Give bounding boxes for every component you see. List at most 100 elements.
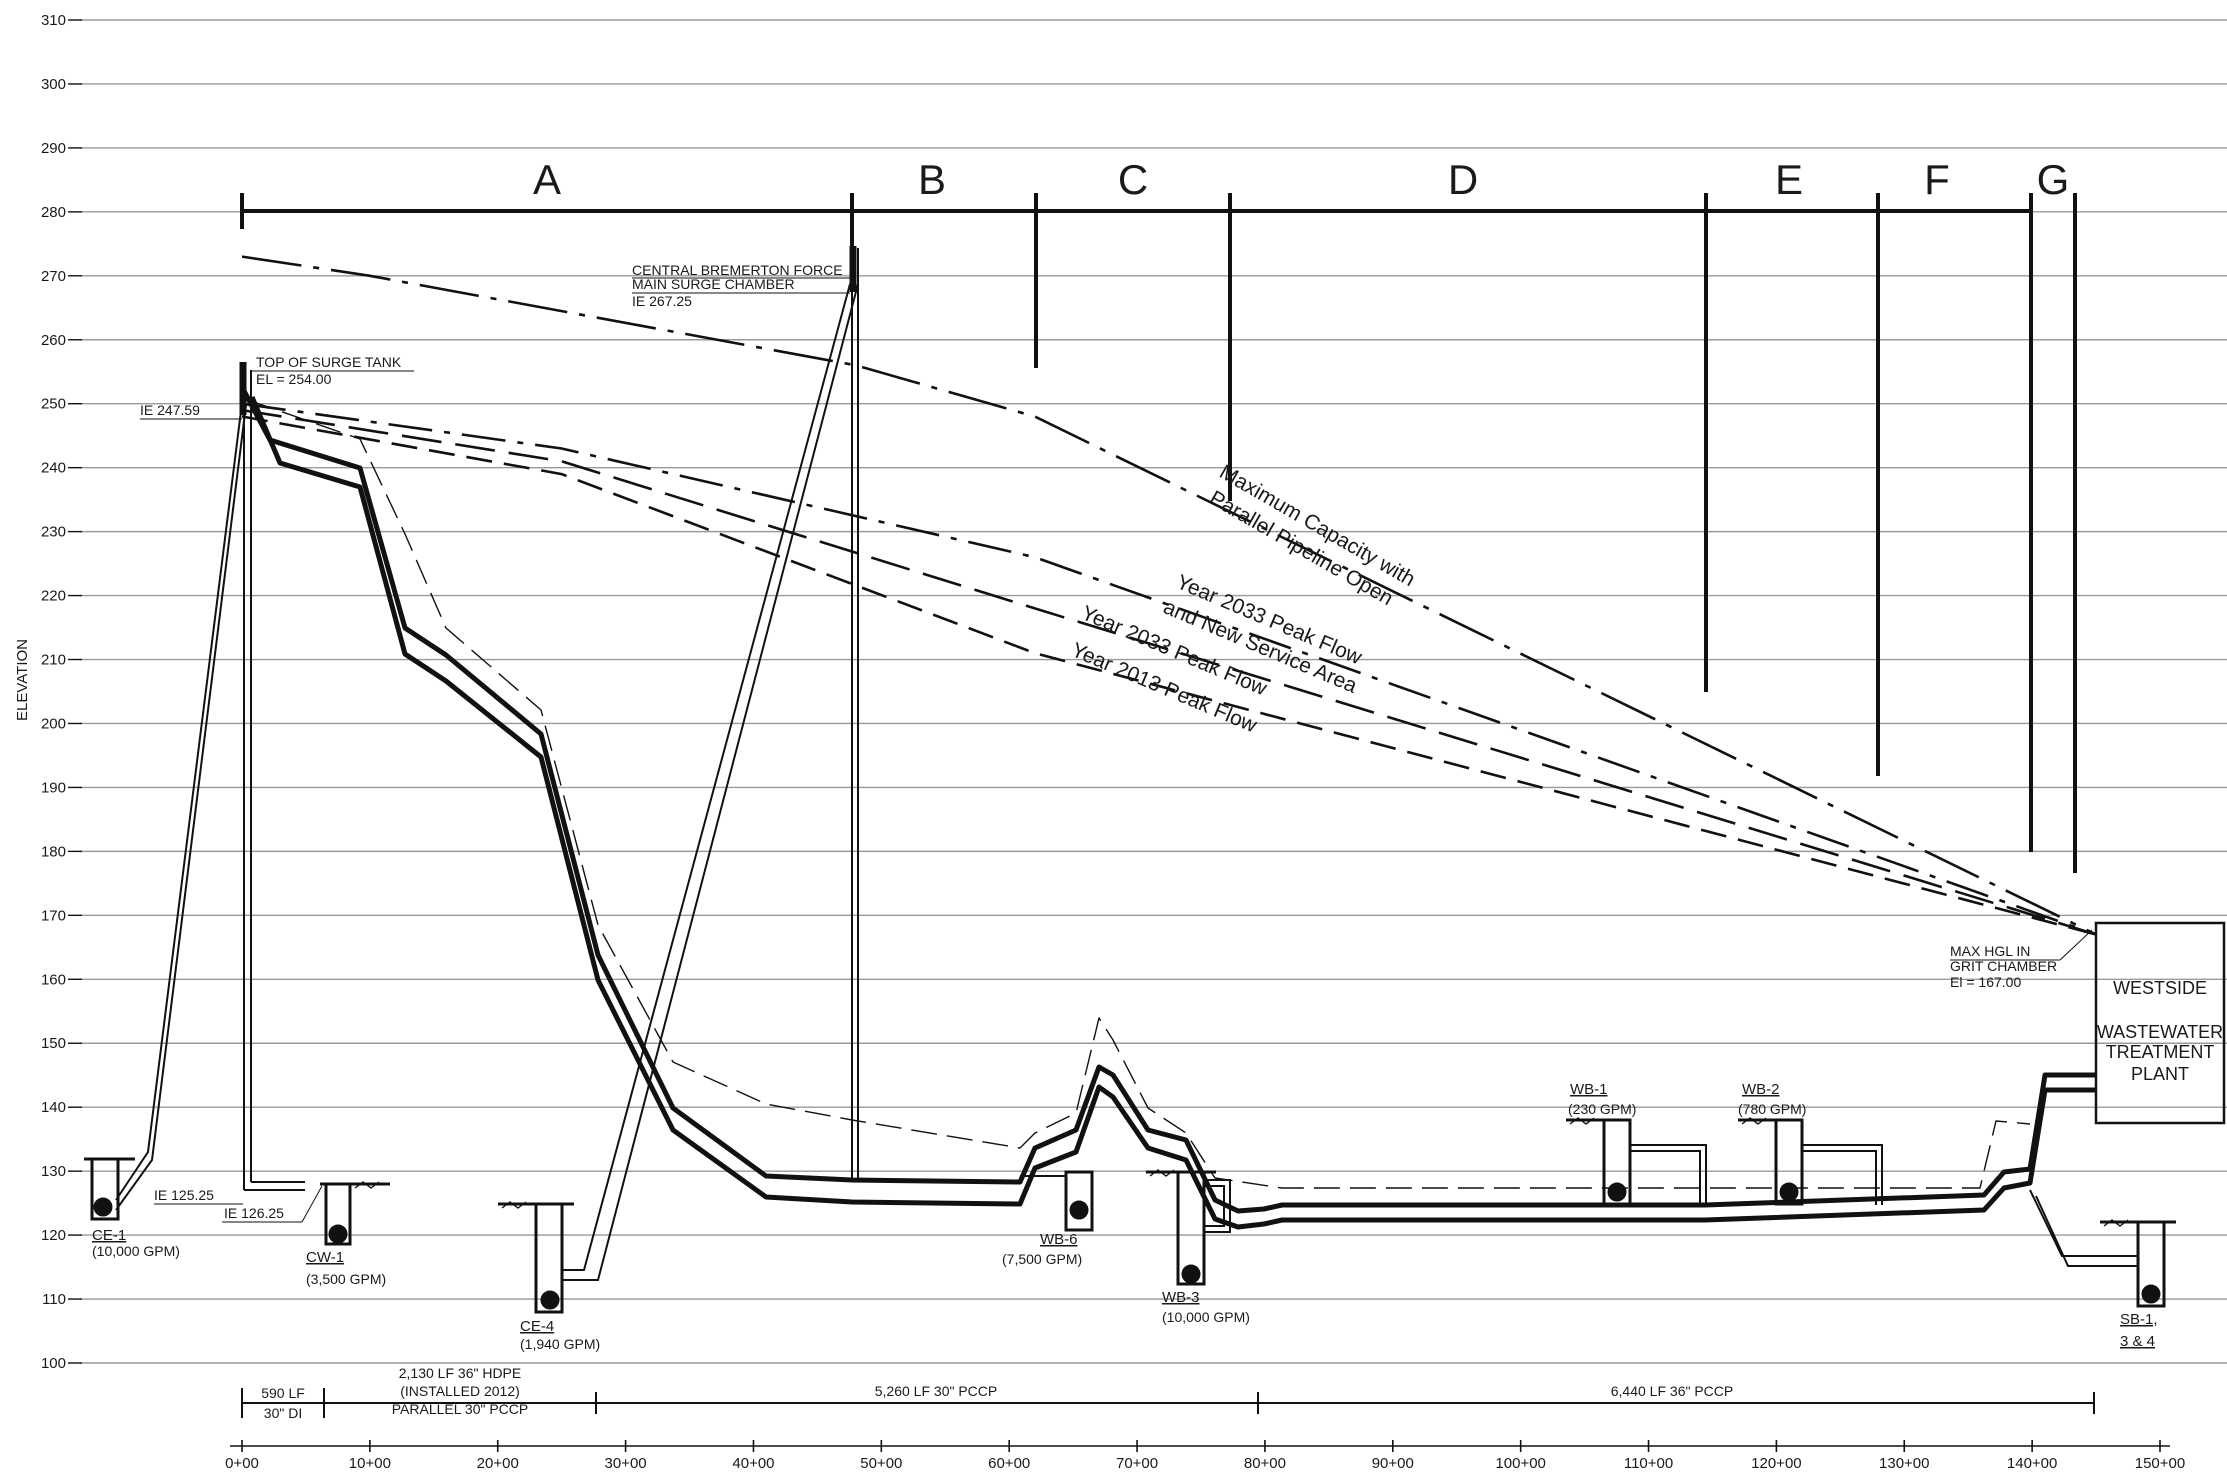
pump-wb6-icon (1020, 1170, 1094, 1232)
y-tick-labels: 310 300 290 280 270 260 250 240 230 220 210 200 190 1… (41, 12, 82, 1372)
y-tick-label: 270 (41, 268, 66, 285)
y-tick-label: 190 (41, 779, 66, 796)
treatment-plant-box (2094, 921, 2226, 1125)
segment-bar (240, 193, 2077, 873)
y-tick-label: 310 (41, 12, 66, 29)
y-tick-label: 200 (41, 715, 66, 732)
surge-tank-note-1: TOP OF SURGE TANK (256, 354, 402, 370)
x-tick-label: 110+00 (1624, 1455, 1673, 1472)
pump-wb1-icon (1566, 1117, 1707, 1206)
pump-wb3-icon (1146, 1169, 1231, 1286)
surge-chamber-note-2: MAIN SURGE CHAMBER (632, 276, 795, 292)
y-tick-label: 250 (41, 396, 66, 413)
pump-sb1-name: SB-1, (2120, 1311, 2158, 1328)
pump-wb2-flow: (780 GPM) (1738, 1101, 1806, 1117)
y-tick-label: 130 (41, 1163, 66, 1180)
pump-sb1-icon (2029, 1189, 2176, 1308)
segment-b-label: B (918, 156, 946, 203)
y-tick-label: 180 (41, 843, 66, 860)
pump-wb1-name: WB-1 (1570, 1081, 1608, 1098)
y-tick-label: 290 (41, 140, 66, 157)
segment-d-label: D (1448, 156, 1478, 203)
plant-label-3: TREATMENT (2106, 1042, 2215, 1062)
pump-labels: CE-1 (10,000 GPM) CW-1 (3,500 GPM) CE-4 … (92, 1081, 2158, 1352)
x-tick-label: 0+00 (225, 1455, 259, 1472)
pump-ce1-icon (84, 1157, 135, 1221)
y-tick-label: 280 (41, 204, 66, 221)
x-tick-label: 30+00 (605, 1455, 647, 1472)
hgl-2033-new-service-line (241, 402, 2097, 936)
pump-cw1-icon (320, 1181, 390, 1246)
hgl-2013-line (241, 415, 2097, 936)
pipe-1-line-2: 30" DI (264, 1405, 302, 1421)
y-tick-label: 260 (41, 332, 66, 349)
x-tick-label: 100+00 (1495, 1455, 1545, 1472)
elevation-axis-label: ELEVATION (14, 639, 31, 721)
pump-wb1-flow: (230 GPM) (1568, 1101, 1636, 1117)
segment-a-label: A (533, 156, 561, 203)
y-tick-label: 100 (41, 1355, 66, 1372)
x-tick-label: 40+00 (732, 1455, 774, 1472)
y-tick-label: 240 (41, 460, 66, 477)
x-tick-label: 50+00 (860, 1455, 902, 1472)
hgl-curves (241, 255, 2097, 936)
pump-sb1-name-2: 3 & 4 (2120, 1333, 2155, 1350)
pipe-1-line-1: 590 LF (261, 1385, 305, 1401)
surge-chamber-note-3: IE 267.25 (632, 293, 692, 309)
segment-c-label: C (1118, 156, 1148, 203)
x-tick-label: 150+00 (2135, 1455, 2185, 1472)
y-tick-label: 170 (41, 907, 66, 924)
x-tick-label: 130+00 (1879, 1455, 1929, 1472)
x-tick-label: 60+00 (988, 1455, 1030, 1472)
pump-ce4-icon (498, 1201, 574, 1314)
grid-layer (80, 19, 2227, 1364)
max-hgl-note-1: MAX HGL IN (1950, 943, 2030, 959)
pipe-2-line-3: PARALLEL 30" PCCP (392, 1401, 528, 1417)
segment-e-label: E (1775, 156, 1803, 203)
surge-chamber-note-1: CENTRAL BREMERTON FORCE (632, 262, 843, 278)
pipe-legend (241, 1388, 2095, 1418)
y-tick-label: 150 (41, 1035, 66, 1052)
y-tick-label: 160 (41, 971, 66, 988)
plant-label-1: WESTSIDE (2113, 978, 2207, 998)
ie-126-note: IE 126.25 (224, 1205, 284, 1221)
hgl-max-capacity-line (241, 255, 2097, 936)
force-main (115, 246, 859, 1281)
y-tick-label: 210 (41, 652, 66, 669)
x-tick-label: 120+00 (1751, 1455, 1801, 1472)
x-tick-labels: 0+00 10+00 20+00 30+00 40+00 50+00 60+00 70+00 8… (225, 1440, 2185, 1472)
pipe-3-label: 5,260 LF 30" PCCP (875, 1383, 997, 1399)
pipe-4-label: 6,440 LF 36" PCCP (1611, 1383, 1733, 1399)
pump-wb6-name: WB-6 (1040, 1231, 1078, 1248)
ie-125-note: IE 125.25 (154, 1187, 214, 1203)
pump-wb3-name: WB-3 (1162, 1289, 1200, 1306)
pump-stations (84, 1117, 2176, 1314)
plant-label-4: PLANT (2131, 1064, 2189, 1084)
pipe-2-line-1: 2,130 LF 36" HDPE (399, 1365, 521, 1381)
pump-wb2-name: WB-2 (1742, 1081, 1780, 1098)
pump-ce1-flow: (10,000 GPM) (92, 1243, 180, 1259)
pump-wb2-icon (1738, 1117, 1883, 1206)
y-tick-label: 220 (41, 588, 66, 605)
max-hgl-note-2: GRIT CHAMBER (1950, 958, 2057, 974)
x-tick-label: 80+00 (1244, 1455, 1286, 1472)
hgl-2033-line (241, 408, 2097, 936)
pipe-2-line-2: (INSTALLED 2012) (400, 1383, 520, 1399)
x-tick-label: 70+00 (1116, 1455, 1158, 1472)
y-tick-label: 110 (42, 1291, 66, 1308)
segment-g-label: G (2037, 156, 2070, 203)
x-tick-label: 140+00 (2007, 1455, 2057, 1472)
pump-ce4-flow: (1,940 GPM) (520, 1336, 600, 1352)
y-tick-label: 140 (41, 1099, 66, 1116)
max-hgl-note-3: El = 167.00 (1950, 974, 2021, 990)
y-tick-label: 120 (41, 1227, 66, 1244)
y-tick-label: 230 (41, 524, 66, 541)
pump-cw1-name: CW-1 (306, 1249, 344, 1266)
y-tick-label: 300 (41, 76, 66, 93)
pump-wb3-flow: (10,000 GPM) (1162, 1309, 1250, 1325)
segment-f-label: F (1924, 156, 1950, 203)
pipeline-profile (239, 385, 2096, 1230)
x-tick-label: 20+00 (477, 1455, 519, 1472)
plant-label-2: WASTEWATER (2097, 1022, 2223, 1042)
